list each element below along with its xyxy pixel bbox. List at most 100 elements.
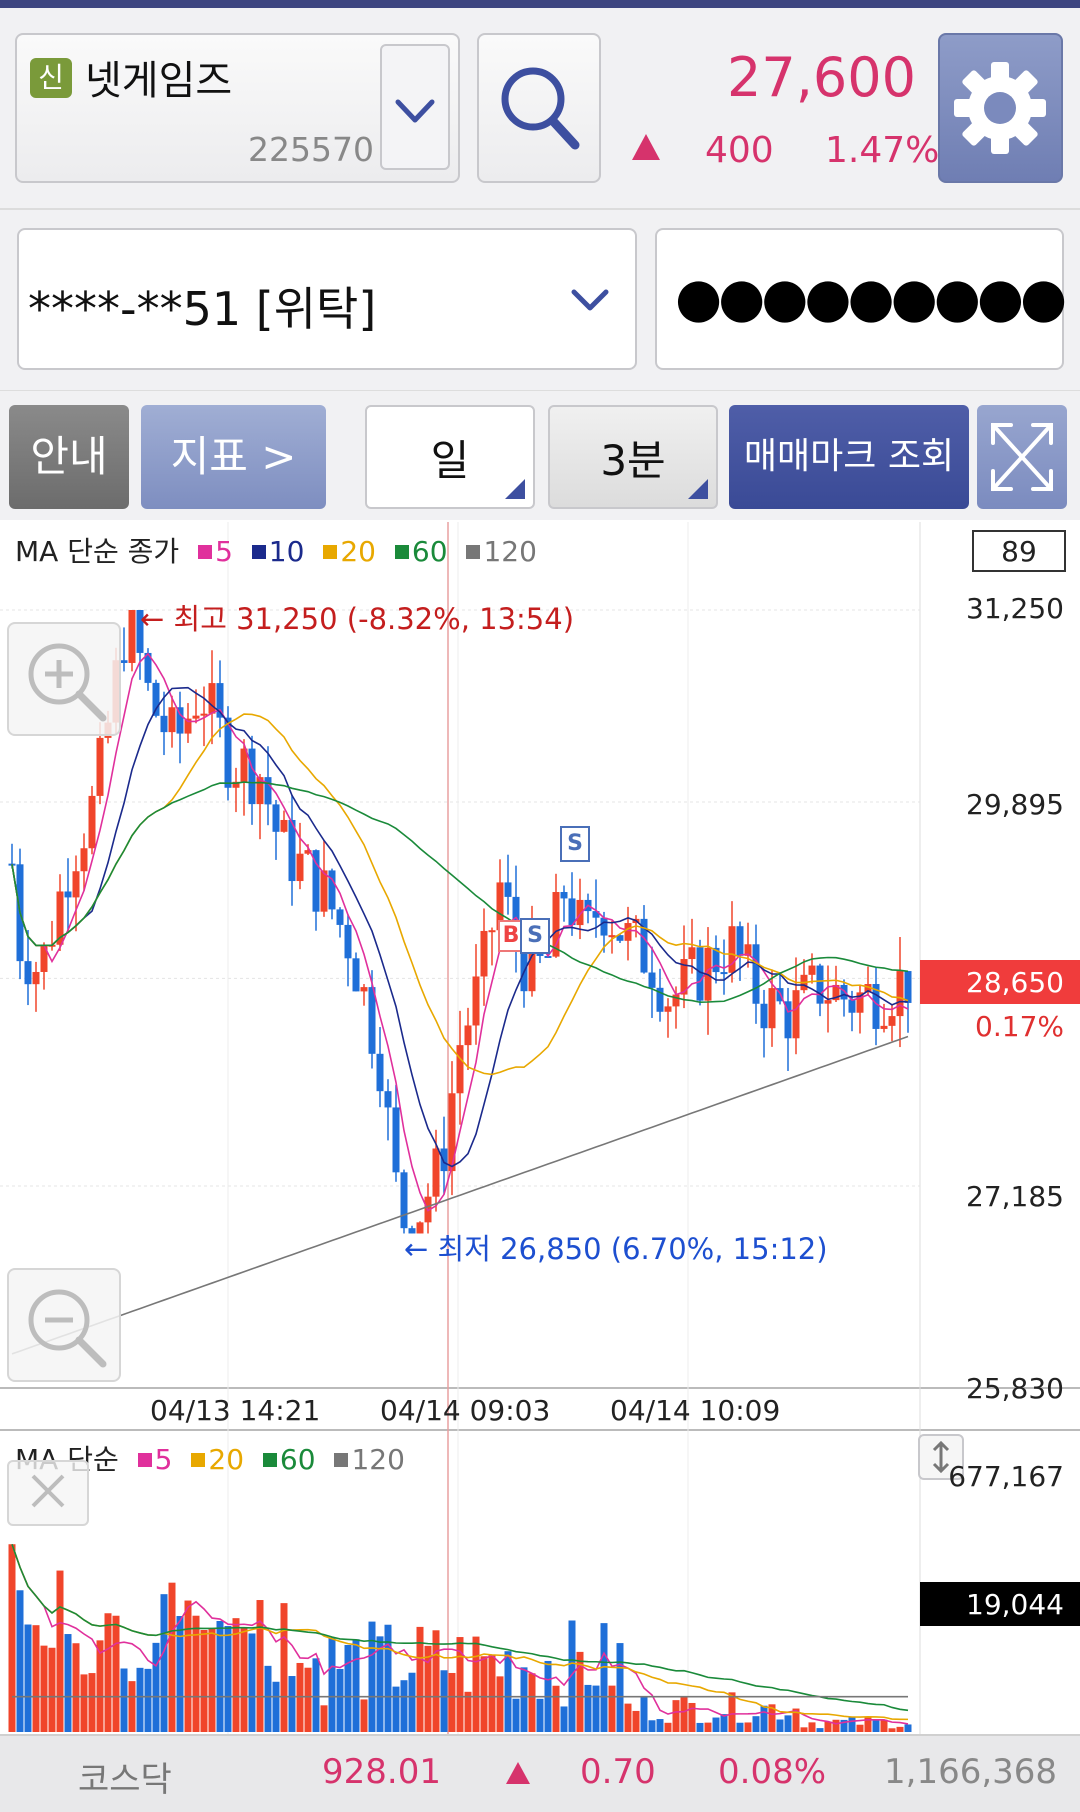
volume-bar xyxy=(520,1667,528,1732)
search-button[interactable] xyxy=(477,33,601,183)
sell-mark[interactable]: S xyxy=(520,918,550,954)
candle-body xyxy=(592,911,600,918)
candle-body xyxy=(480,930,488,977)
current-price: 27,600 xyxy=(727,46,916,109)
candle-body xyxy=(376,1053,384,1092)
candle-body xyxy=(672,994,680,1007)
candle-body xyxy=(664,1006,672,1012)
volume-bar xyxy=(592,1685,600,1732)
top-accent-line xyxy=(0,0,1080,8)
price-change-pct: 1.47% xyxy=(825,130,940,171)
volume-bar xyxy=(112,1615,120,1732)
candle-body xyxy=(128,610,136,663)
volume-bar xyxy=(216,1620,224,1732)
candle-body xyxy=(728,926,736,973)
y-tick-label: 31,250 xyxy=(966,592,1064,625)
volume-bar xyxy=(640,1697,648,1732)
candle-body xyxy=(24,961,32,985)
resize-handle[interactable] xyxy=(918,1434,964,1480)
sell-mark[interactable]: S xyxy=(560,826,590,862)
interval-3min-button[interactable]: 3분 xyxy=(548,405,718,509)
chart-area[interactable] xyxy=(0,522,1080,1734)
volume-bar xyxy=(320,1705,328,1732)
settings-button[interactable] xyxy=(938,33,1063,183)
indicator-button[interactable]: 지표 > xyxy=(141,405,326,509)
password-field[interactable] xyxy=(655,228,1064,370)
candle-body xyxy=(448,1093,456,1172)
account-selector[interactable] xyxy=(17,228,637,370)
stock-name: 넷게임즈 xyxy=(85,58,233,104)
volume-bar xyxy=(168,1582,176,1732)
candle-body xyxy=(392,1107,400,1173)
y-tick-label: 25,830 xyxy=(966,1372,1064,1405)
zoom-out-button[interactable] xyxy=(7,1268,121,1382)
candle-body xyxy=(760,1003,768,1029)
volume-bar xyxy=(704,1722,712,1732)
volume-bar xyxy=(208,1628,216,1732)
candle-body xyxy=(576,899,584,926)
candle-body xyxy=(712,947,720,973)
candle-body xyxy=(640,918,648,973)
volume-bar xyxy=(184,1600,192,1732)
volume-bar xyxy=(744,1722,752,1732)
candle-body xyxy=(120,660,128,663)
volume-bar xyxy=(16,1590,24,1732)
period-day-button[interactable]: 일 xyxy=(365,405,535,509)
info-button[interactable]: 안내 xyxy=(9,405,129,509)
vma120-swatch xyxy=(334,1453,349,1467)
trade-mark-button[interactable]: 매매마크 조회 xyxy=(729,405,969,509)
expand-chart-button[interactable] xyxy=(977,405,1067,509)
candle-body xyxy=(200,713,208,716)
count-box[interactable]: 89 xyxy=(972,530,1066,572)
candle-body xyxy=(96,737,104,796)
volume-bar xyxy=(512,1698,520,1732)
zoom-in-button[interactable] xyxy=(7,622,121,736)
candle-body xyxy=(144,652,152,683)
volume-bar xyxy=(80,1674,88,1732)
volume-bar xyxy=(352,1639,360,1732)
candle-body xyxy=(784,1001,792,1039)
market-index-bar[interactable] xyxy=(0,1734,1080,1812)
ma10-line xyxy=(11,686,909,1168)
ma20-swatch xyxy=(323,545,338,559)
volume-bar xyxy=(72,1643,80,1732)
index-name: 코스닥 xyxy=(78,1760,172,1800)
stock-dropdown-button[interactable] xyxy=(380,44,450,170)
x-tick-label: 04/14 09:03 xyxy=(380,1394,551,1427)
candle-body xyxy=(616,935,624,941)
candle-body xyxy=(232,781,240,788)
price-change: 400 xyxy=(705,130,774,171)
volume-bar xyxy=(144,1668,152,1732)
ma5-label: 5 xyxy=(215,535,233,568)
volume-bar xyxy=(472,1636,480,1732)
volume-bar xyxy=(568,1620,576,1732)
candle-body xyxy=(168,707,176,733)
volume-bar xyxy=(360,1699,368,1732)
volume-bar xyxy=(696,1722,704,1732)
candle-body xyxy=(568,898,576,926)
y-tick-label: 29,895 xyxy=(966,788,1064,821)
volume-bar xyxy=(840,1719,848,1732)
candlestick-chart[interactable] xyxy=(0,522,1080,1734)
volume-bar xyxy=(800,1727,808,1732)
volume-bar xyxy=(752,1716,760,1732)
volume-bar xyxy=(824,1721,832,1732)
candle-body xyxy=(624,923,632,941)
volume-bar xyxy=(48,1647,56,1732)
ma5-line xyxy=(11,652,909,1212)
volume-bar xyxy=(152,1642,160,1732)
candle-body xyxy=(304,850,312,854)
candle-body xyxy=(832,984,840,1001)
volume-bar xyxy=(32,1625,40,1732)
close-volume-button[interactable] xyxy=(7,1460,89,1526)
candle-body xyxy=(152,682,160,716)
candle-body xyxy=(888,1016,896,1026)
volume-bar xyxy=(344,1644,352,1732)
volume-bar xyxy=(672,1700,680,1732)
candle-body xyxy=(552,892,560,957)
volume-bar xyxy=(656,1719,664,1732)
volume-bar xyxy=(264,1665,272,1732)
corner-triangle-icon xyxy=(688,479,708,499)
volume-bar xyxy=(600,1623,608,1732)
volume-bar xyxy=(88,1673,96,1732)
